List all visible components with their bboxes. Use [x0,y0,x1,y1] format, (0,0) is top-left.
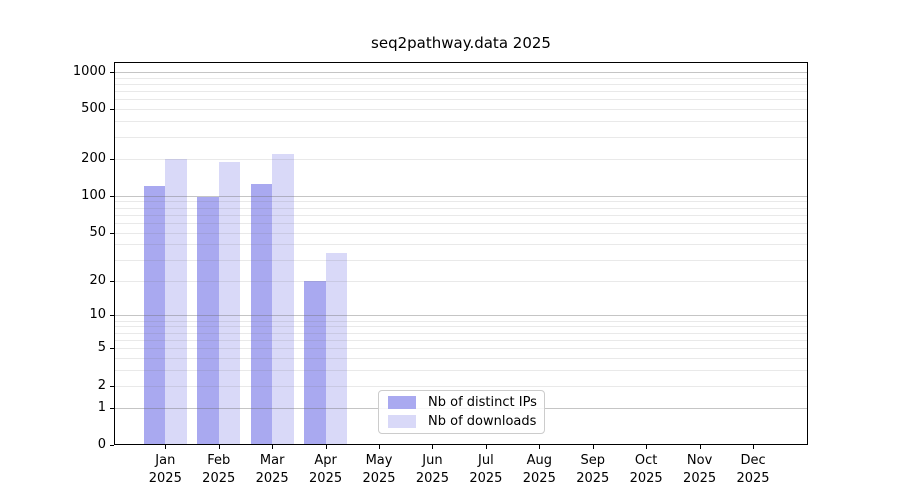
gridline-minor [115,207,807,209]
x-tick-label-feb: Feb 2025 [202,453,236,486]
x-tick-mark [646,445,648,449]
y-tick-label: 200 [81,150,106,166]
gridline-minor [115,326,807,328]
x-tick-label-oct: Oct 2025 [629,453,663,486]
x-tick-label-dec: Dec 2025 [736,453,770,486]
y-tick-mark [110,71,114,73]
gridline-minor [115,121,807,123]
y-tick-mark [110,315,114,317]
y-tick-label: 1000 [72,63,106,79]
y-tick-mark [110,445,114,446]
gridline-major [115,71,807,73]
x-tick-mark [592,445,594,449]
plot-border [114,62,808,445]
y-tick-label: 20 [89,272,106,288]
y-tick-mark [110,385,114,387]
bar-jan-distinct-ips [143,185,166,444]
y-tick-label: 100 [81,187,106,203]
y-tick-label: 50 [89,224,106,240]
gridline-minor [115,136,807,138]
legend-label-distinct-ips: Nb of distinct IPs [428,395,537,410]
gridline-minor [115,158,807,160]
gridline-minor [115,99,807,101]
bar-feb-distinct-ips [197,196,219,444]
x-tick-mark [165,445,167,449]
y-tick-label: 500 [81,101,106,117]
y-tick-label: 0 [97,437,106,452]
bar-apr-downloads [325,252,347,444]
bar-feb-downloads [218,161,241,444]
x-tick-label-mar: Mar 2025 [255,453,289,486]
x-tick-label-jun: Jun 2025 [415,453,449,486]
bar-mar-distinct-ips [250,184,273,444]
legend-row-distinct-ips: Nb of distinct IPs [388,395,544,411]
y-tick-label: 10 [89,307,106,323]
y-tick-mark [110,348,114,350]
x-tick-mark [485,445,487,449]
gridline-major [115,195,807,197]
x-tick-label-apr: Apr 2025 [309,453,343,486]
bar-mar-downloads [272,154,294,444]
gridline-minor [115,77,807,79]
x-tick-mark [379,445,381,449]
y-tick-label: 2 [97,377,106,393]
bar-jan-downloads [165,158,187,444]
y-tick-label: 5 [97,340,106,356]
gridline-minor [115,91,807,93]
gridline-minor [115,201,807,203]
x-tick-label-jul: Jul 2025 [469,453,503,486]
legend-row-downloads: Nb of downloads [388,414,544,430]
x-tick-label-jan: Jan 2025 [148,453,182,486]
x-tick-mark [325,445,327,449]
x-tick-mark [699,445,701,449]
gridline-minor [115,83,807,85]
gridline-minor [115,214,807,216]
x-tick-label-nov: Nov 2025 [683,453,717,486]
x-tick-mark [218,445,220,449]
y-tick-mark [110,407,114,409]
gridline-minor [115,385,807,387]
gridline-minor [115,244,807,246]
chart-title: seq2pathway.data 2025 [371,34,551,52]
y-tick-mark [110,158,114,160]
gridline-major [115,315,807,317]
gridline-minor [115,332,807,334]
gridline-minor [115,232,807,234]
y-tick-mark [110,232,114,234]
legend-swatch-downloads [388,415,416,428]
gridline-minor [115,259,807,261]
x-tick-label-sep: Sep 2025 [576,453,610,486]
x-tick-label-may: May 2025 [362,453,396,486]
gridline-minor [115,222,807,224]
y-tick-label: 1 [97,399,106,415]
gridline-minor [115,370,807,372]
gridline-minor [115,358,807,360]
x-tick-mark [272,445,274,449]
bar-apr-distinct-ips [304,280,326,444]
legend-label-downloads: Nb of downloads [428,414,537,429]
legend: Nb of distinct IPs Nb of downloads [378,390,545,434]
x-tick-mark [539,445,541,449]
x-tick-label-aug: Aug 2025 [522,453,556,486]
gridline-minor [115,320,807,322]
gridline-minor [115,280,807,282]
gridline-minor [115,348,807,350]
y-tick-mark [110,109,114,111]
gridline-minor [115,109,807,111]
x-tick-mark [432,445,434,449]
gridline-minor [115,339,807,341]
legend-swatch-distinct-ips [388,396,416,409]
x-tick-mark [753,445,755,449]
y-tick-mark [110,195,114,197]
y-tick-mark [110,280,114,282]
